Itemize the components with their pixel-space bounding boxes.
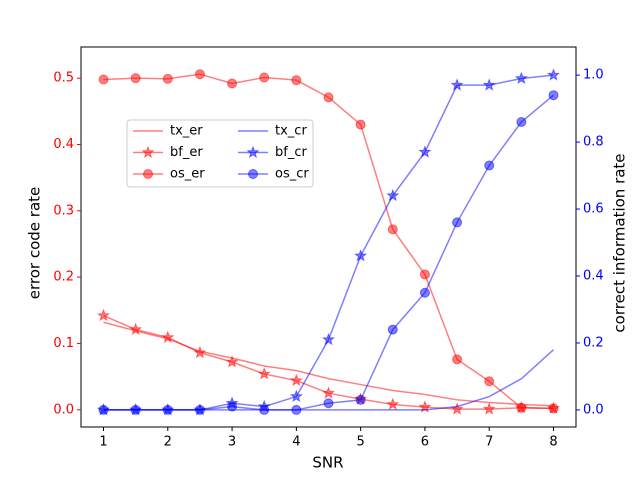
x-tick-label: 3 bbox=[228, 435, 236, 450]
x-tick-label: 5 bbox=[357, 435, 365, 450]
circle-marker bbox=[452, 217, 463, 228]
circle-marker bbox=[484, 160, 495, 171]
circle-marker bbox=[162, 73, 173, 84]
circle-marker bbox=[548, 90, 559, 101]
star-marker bbox=[354, 248, 368, 262]
circle-marker bbox=[143, 169, 153, 179]
y2-axis-label: correct information rate bbox=[611, 153, 629, 332]
circle-marker bbox=[452, 354, 463, 365]
circle-marker bbox=[516, 116, 527, 127]
circle-marker bbox=[291, 404, 302, 415]
star-marker bbox=[386, 397, 400, 411]
circle-marker bbox=[323, 398, 334, 409]
circle-marker bbox=[291, 75, 302, 86]
legend-label: bf_er bbox=[170, 145, 203, 160]
y2-tick-label: 0.4 bbox=[583, 269, 604, 284]
circle-marker bbox=[248, 169, 258, 179]
star-marker bbox=[96, 308, 111, 322]
circle-marker bbox=[548, 403, 559, 414]
star-marker bbox=[193, 345, 207, 359]
star-marker bbox=[289, 389, 303, 403]
circle-marker bbox=[227, 401, 238, 412]
star-marker bbox=[321, 386, 336, 399]
legend-label: os_cr bbox=[275, 167, 309, 182]
y-tick-label: 0.0 bbox=[53, 402, 74, 417]
circle-marker bbox=[355, 394, 366, 405]
circle-marker bbox=[323, 92, 334, 103]
x-tick-label: 2 bbox=[164, 435, 172, 450]
y2-tick-label: 0.0 bbox=[583, 402, 604, 417]
legend-label: bf_cr bbox=[275, 145, 307, 160]
y2-tick-label: 0.2 bbox=[583, 335, 604, 350]
star-marker bbox=[161, 330, 175, 344]
star-marker bbox=[418, 145, 432, 158]
y-tick-label: 0.4 bbox=[53, 137, 74, 152]
y-tick-label: 0.5 bbox=[53, 71, 74, 86]
circle-marker bbox=[194, 69, 205, 80]
circle-marker bbox=[387, 324, 398, 335]
star-marker bbox=[514, 71, 528, 85]
star-marker bbox=[482, 402, 496, 415]
star-marker bbox=[129, 322, 143, 336]
circle-marker bbox=[98, 74, 109, 85]
circle-marker bbox=[98, 404, 109, 415]
circle-marker bbox=[259, 404, 270, 415]
y-tick-label: 0.1 bbox=[53, 336, 74, 351]
star-marker bbox=[386, 188, 400, 202]
x-tick-label: 8 bbox=[549, 435, 557, 450]
y-axis-label: error code rate bbox=[26, 187, 44, 300]
circle-marker bbox=[419, 287, 430, 298]
star-marker bbox=[321, 332, 336, 346]
star-marker bbox=[450, 78, 464, 91]
star-marker bbox=[482, 78, 496, 91]
x-tick-label: 4 bbox=[292, 435, 300, 450]
legend-label: os_er bbox=[170, 167, 205, 182]
circle-marker bbox=[484, 376, 495, 387]
y2-tick-label: 0.6 bbox=[583, 202, 604, 217]
legend-label: tx_cr bbox=[275, 124, 307, 139]
star-marker bbox=[246, 145, 260, 159]
circle-marker bbox=[355, 119, 366, 130]
legend-label: tx_er bbox=[170, 124, 203, 139]
star-marker bbox=[289, 373, 303, 387]
circle-marker bbox=[194, 404, 205, 415]
y-tick-label: 0.2 bbox=[53, 270, 74, 285]
circle-marker bbox=[419, 269, 430, 280]
y2-tick-label: 0.8 bbox=[583, 135, 604, 150]
x-tick-label: 6 bbox=[421, 435, 429, 450]
legend-box bbox=[126, 119, 314, 188]
star-marker bbox=[257, 367, 271, 380]
circle-marker bbox=[516, 402, 527, 413]
circle-marker bbox=[130, 404, 141, 415]
circle-marker bbox=[162, 404, 173, 415]
circle-marker bbox=[227, 78, 238, 89]
y-tick-label: 0.3 bbox=[53, 203, 74, 218]
y2-tick-label: 1.0 bbox=[583, 68, 604, 83]
star-marker bbox=[225, 355, 239, 368]
plot-frame bbox=[80, 46, 577, 428]
x-tick-label: 7 bbox=[485, 435, 493, 450]
x-tick-label: 1 bbox=[99, 435, 107, 450]
circle-marker bbox=[387, 224, 398, 235]
x-axis-label: SNR bbox=[312, 454, 343, 472]
star-marker bbox=[141, 145, 155, 159]
circle-marker bbox=[259, 72, 270, 83]
circle-marker bbox=[130, 73, 141, 84]
star-marker bbox=[546, 68, 561, 81]
